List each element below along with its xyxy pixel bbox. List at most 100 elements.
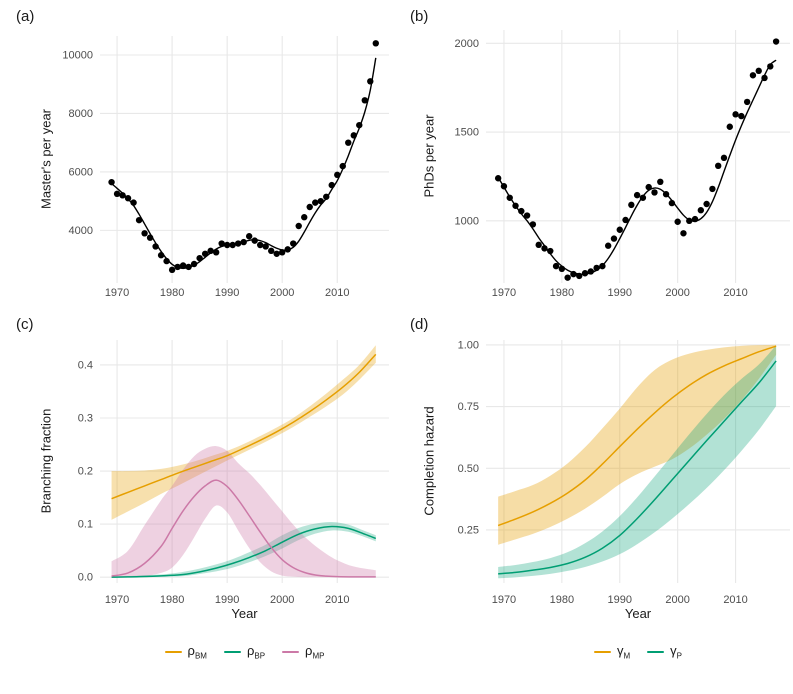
data-point: [662, 191, 670, 198]
data-point: [529, 221, 537, 228]
legend-label-gamma-m: γM: [617, 643, 630, 661]
y-tick-label: 0.2: [78, 466, 93, 478]
x-tick-label: 1980: [160, 287, 184, 299]
data-point: [356, 121, 363, 129]
y-tick-label: 2000: [455, 38, 479, 50]
y-tick-labels: 0.25 0.50 0.75 1.00: [458, 339, 479, 536]
x-tick-label: 1990: [608, 594, 632, 606]
legend-item-rho-bm: ρBM: [164, 643, 207, 661]
data-point: [108, 178, 115, 186]
y-tick-label: 0.0: [78, 572, 93, 584]
data-point: [697, 207, 705, 214]
data-point: [616, 226, 623, 233]
data-point: [599, 262, 606, 270]
legend-subscript: BM: [194, 651, 207, 661]
data-point: [367, 78, 374, 85]
legend-subscript: MP: [312, 651, 325, 661]
data-point: [245, 233, 253, 240]
y-tick-label: 10000: [62, 50, 93, 62]
data-point: [645, 183, 652, 191]
legend-item-rho-mp: ρMP: [282, 643, 324, 661]
data-point: [680, 230, 687, 237]
data-point: [564, 274, 571, 281]
data-point: [494, 175, 502, 182]
data-point: [279, 249, 286, 256]
line-rho_BP: [111, 525, 377, 578]
legend-c: ρBM ρ BP ρMP: [100, 643, 389, 661]
panel-tag-d: (d): [410, 316, 429, 333]
data-point: [709, 185, 716, 193]
x-tick-label: 2000: [665, 287, 689, 299]
legend-symbol: γ: [616, 643, 624, 658]
x-axis-title-d: Year: [624, 606, 652, 621]
data-point: [207, 247, 214, 255]
data-point: [668, 199, 676, 207]
data-point: [628, 201, 635, 209]
ribbon-rho_BM: [111, 345, 376, 520]
legend-subscript: M: [623, 651, 631, 661]
x-tick-labels: 1970 1980 1990 2000 2010: [492, 287, 748, 299]
data-point: [633, 191, 641, 199]
x-axis-title-c: Year: [231, 606, 258, 621]
ribbon-gamma_M: [498, 344, 777, 545]
data-point: [196, 254, 203, 262]
x-tick-label: 2010: [325, 287, 349, 299]
data-point: [240, 238, 247, 246]
x-tick-label: 1980: [550, 287, 574, 299]
y-tick-labels: 4000 6000 8000 10000: [62, 50, 93, 237]
data-point: [334, 171, 341, 179]
y-tick-label: 0.25: [458, 524, 479, 536]
ribbon-rho_BP: [111, 521, 376, 578]
confidence-ribbons: [111, 345, 376, 578]
data-point: [610, 235, 618, 242]
x-tick-label: 1970: [105, 287, 129, 299]
data-point: [651, 189, 658, 196]
ribbon-rho_MP: [111, 446, 376, 578]
y-tick-label: 0.75: [458, 401, 479, 413]
data-point: [372, 40, 379, 47]
data-point: [726, 123, 733, 130]
data-point: [518, 207, 525, 215]
x-tick-labels: 1970 1980 1990 2000 2010: [105, 594, 350, 606]
data-point: [113, 190, 121, 198]
x-tick-label: 1980: [550, 594, 574, 606]
data-point: [657, 178, 664, 185]
data-point: [119, 192, 126, 199]
legend-swatch-gamma-m-icon: [593, 650, 611, 653]
data-point: [323, 193, 330, 200]
data-point: [124, 195, 132, 202]
data-point: [576, 272, 583, 280]
panel-b: (b) PhDs per year 1000 1500 2000 1970 1980 19…: [397, 0, 793, 310]
legend-swatch-rho-mp-icon: [282, 650, 300, 653]
data-point: [190, 260, 198, 268]
y-tick-labels: 1000 1500 2000: [455, 38, 479, 228]
legend-symbol: ρ: [187, 643, 195, 658]
data-point: [268, 247, 275, 255]
x-tick-label: 1990: [215, 594, 239, 606]
data-point: [622, 216, 629, 224]
data-point: [674, 218, 681, 225]
legend-swatch-rho-bm-icon: [164, 650, 182, 653]
x-tick-label: 2010: [325, 594, 349, 606]
legend-subscript: BP: [254, 651, 266, 661]
line-rho_MP: [111, 479, 376, 578]
y-tick-label: 0.50: [458, 463, 479, 475]
data-point: [767, 63, 774, 70]
gridlines: [486, 340, 790, 583]
data-point: [212, 249, 220, 256]
legend-label-rho-mp: ρMP: [305, 643, 324, 661]
x-tick-label: 2010: [723, 594, 747, 606]
data-point: [523, 212, 531, 219]
data-point: [772, 38, 780, 45]
y-tick-label: 1500: [455, 127, 479, 139]
data-point: [328, 181, 335, 189]
x-tick-labels: 1970 1980 1990 2000 2010: [105, 287, 350, 299]
gridlines: [100, 36, 389, 283]
confidence-ribbons: [498, 344, 777, 579]
x-tick-label: 1970: [105, 594, 129, 606]
data-point: [256, 241, 264, 249]
data-point: [547, 247, 554, 255]
y-tick-label: 0.3: [78, 412, 93, 424]
data-point: [185, 263, 192, 271]
